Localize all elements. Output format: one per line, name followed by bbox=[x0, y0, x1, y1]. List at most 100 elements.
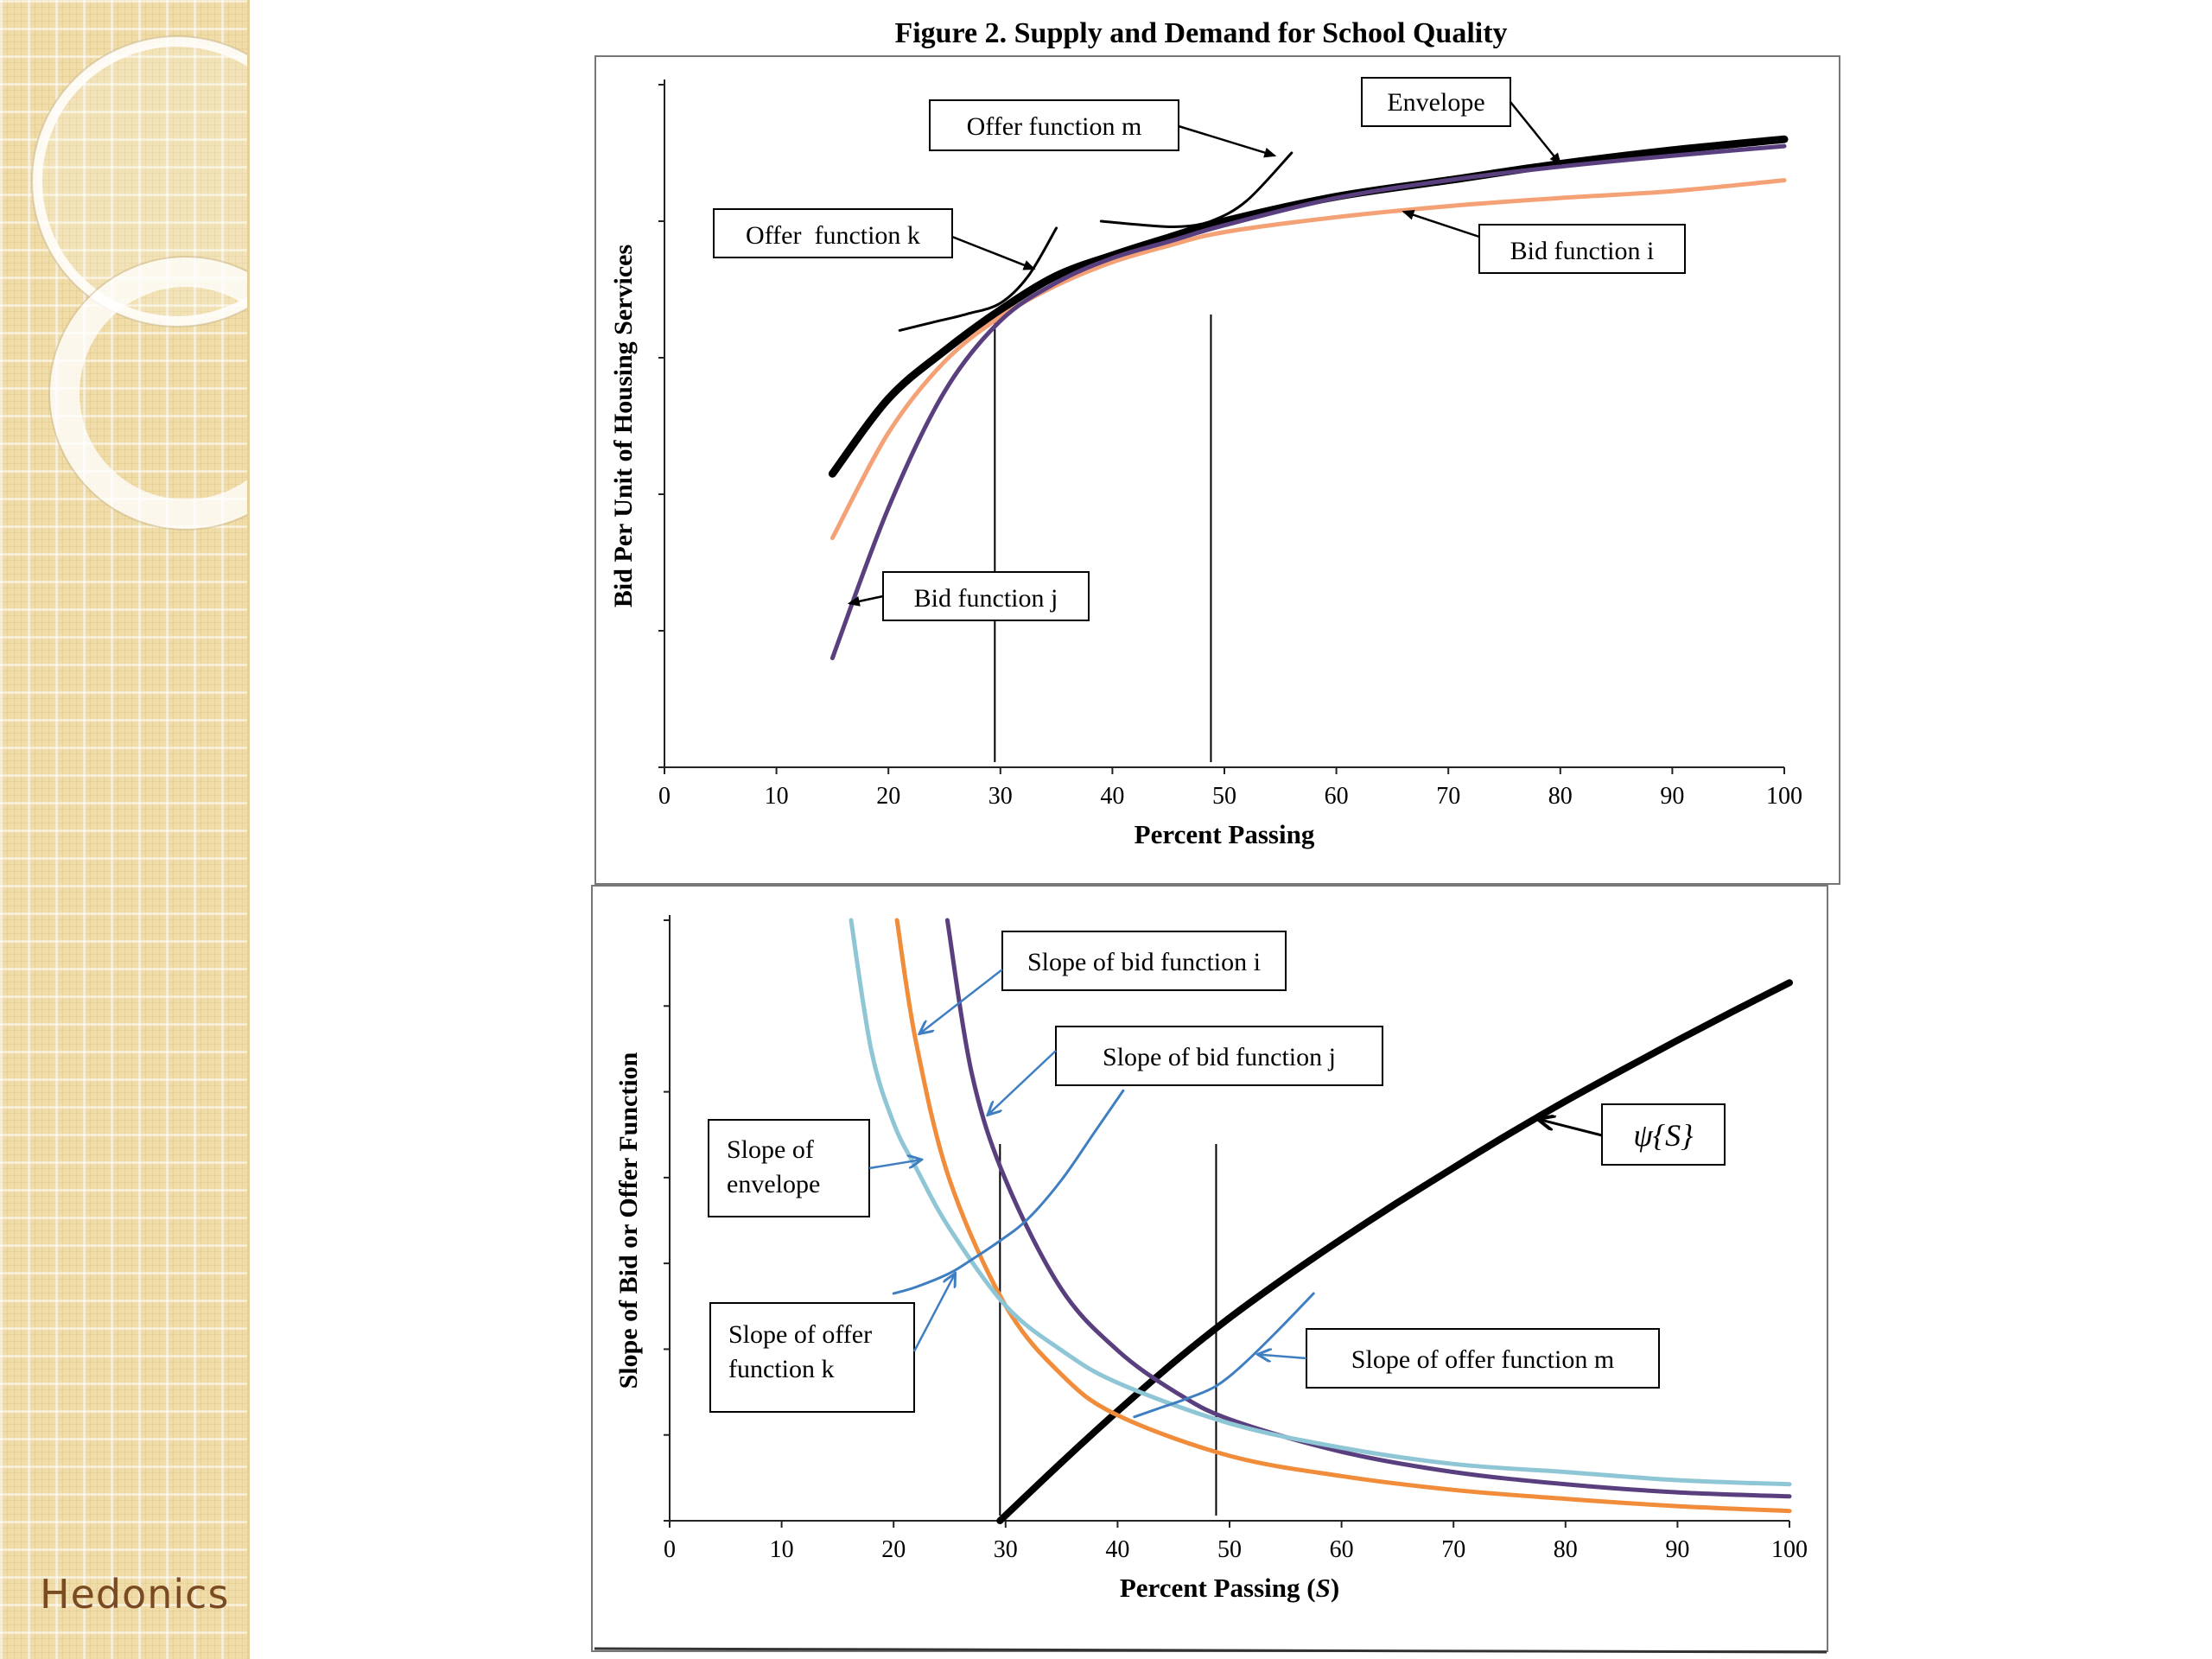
annotation-text: Offer function m bbox=[967, 112, 1142, 141]
annotation-envelope: Envelope bbox=[1361, 77, 1562, 166]
y-tick-marks bbox=[658, 84, 664, 768]
large-ring bbox=[32, 36, 247, 327]
annotation-text-line1: Slope of offer bbox=[728, 1320, 872, 1349]
x-axis-title: Percent Passing (S) bbox=[1120, 1573, 1339, 1603]
sidebar-decoration: Hedonics bbox=[0, 0, 250, 1659]
x-tick-label: 90 bbox=[1665, 1536, 1689, 1563]
y-axis-title: Bid Per Unit of Housing Services bbox=[609, 245, 638, 607]
x-tick-label: 40 bbox=[1105, 1536, 1129, 1563]
x-tick-label: 70 bbox=[1441, 1536, 1465, 1563]
annotation-arrow bbox=[868, 1160, 922, 1170]
x-tick-marks: 0 10 20 30 40 50 60 70 80 90 100 bbox=[658, 767, 1802, 810]
annotation-box bbox=[1055, 1026, 1383, 1086]
annotation-slope-bid-i: Slope of bid function i bbox=[919, 931, 1287, 1033]
annotation-box bbox=[1001, 931, 1287, 991]
x-tick-label: 90 bbox=[1660, 783, 1684, 810]
annotation-slope-offer-m: Slope of offer function m bbox=[1257, 1328, 1660, 1389]
annotation-arrow bbox=[847, 594, 884, 607]
annotation-box bbox=[1306, 1328, 1660, 1389]
series-line-offer-function-m bbox=[1099, 151, 1294, 229]
annotation-slope-bid-j: Slope of bid function j bbox=[988, 1026, 1383, 1115]
x-tick-label: 60 bbox=[1330, 1536, 1354, 1563]
x-tick-label: 100 bbox=[1771, 1536, 1808, 1563]
series-line-s bbox=[996, 979, 1793, 1524]
annotation-text: ψ{S} bbox=[1633, 1118, 1694, 1153]
annotation-arrow bbox=[912, 1274, 955, 1352]
y-axis-title: Slope of Bid or Offer Function bbox=[614, 1052, 643, 1389]
x-tick-label: 50 bbox=[1212, 783, 1236, 810]
annotation-slope-envelope: Slope of envelope bbox=[708, 1119, 922, 1217]
annotation-box bbox=[1601, 1103, 1726, 1166]
series-line-slope-of-bid-function-i bbox=[894, 918, 1792, 1514]
bottom-edge-line bbox=[594, 1647, 1827, 1654]
x-tick-label: 80 bbox=[1554, 1536, 1578, 1563]
x-axis-title-var: S bbox=[1316, 1573, 1331, 1603]
annotation-arrow bbox=[1178, 124, 1277, 158]
annotation-text: Slope of bid function i bbox=[1027, 948, 1261, 976]
annotation-text: Bid function j bbox=[914, 584, 1058, 613]
chart-bid-functions: 0 10 20 30 40 50 60 70 80 90 100 Percent Passing B… bbox=[594, 55, 1840, 885]
annotation-box bbox=[882, 571, 1090, 621]
annotation-arrow bbox=[1510, 101, 1562, 166]
x-tick-label: 40 bbox=[1100, 783, 1124, 810]
x-tick-label: 30 bbox=[988, 783, 1013, 810]
annotation-box bbox=[713, 208, 953, 258]
x-tick-label: 0 bbox=[658, 783, 671, 810]
x-tick-label: 10 bbox=[770, 1536, 794, 1563]
annotation-box bbox=[709, 1302, 915, 1413]
annotation-bid-function-j: Bid function j bbox=[847, 571, 1090, 621]
brand-label: Hedonics bbox=[40, 1571, 230, 1618]
annotation-psi: ψ{S} bbox=[1537, 1103, 1726, 1166]
series-line-slope-of-envelope bbox=[849, 918, 1792, 1487]
annotation-text: Offer function k bbox=[746, 221, 920, 250]
x-tick-label: 20 bbox=[881, 1536, 906, 1563]
series-line-slope-of-offer-function-m bbox=[1133, 1292, 1315, 1419]
x-tick-label: 50 bbox=[1217, 1536, 1242, 1563]
annotation-text: Bid function i bbox=[1510, 237, 1655, 265]
x-axis-title: Percent Passing bbox=[1135, 819, 1315, 849]
x-tick-label: 100 bbox=[1766, 783, 1802, 810]
annotation-arrow bbox=[951, 235, 1036, 270]
x-tick-label: 0 bbox=[664, 1536, 676, 1563]
annotation-text: Envelope bbox=[1387, 88, 1484, 117]
figure-title: Figure 2. Supply and Demand for School Q… bbox=[894, 17, 1508, 49]
reference-lines bbox=[994, 315, 1212, 762]
series-lines bbox=[828, 135, 1789, 661]
annotation-text: Slope of bid function j bbox=[1103, 1043, 1336, 1071]
annotation-slope-offer-k: Slope of offer function k bbox=[709, 1274, 955, 1413]
x-axis-title-main: Percent Passing ( bbox=[1120, 1573, 1316, 1603]
annotation-box bbox=[708, 1119, 870, 1217]
x-tick-marks: 0 10 20 30 40 50 60 70 80 90 100 bbox=[664, 1521, 1808, 1563]
annotation-arrow bbox=[1257, 1354, 1307, 1358]
annotation-text: Slope of offer function m bbox=[1351, 1345, 1614, 1374]
small-ring-outer-edge bbox=[48, 256, 247, 531]
x-tick-label: 20 bbox=[876, 783, 900, 810]
series-line-bid-function-j bbox=[830, 143, 1787, 661]
annotation-arrow bbox=[988, 1050, 1057, 1115]
series-line-slope-of-bid-function-j bbox=[944, 918, 1792, 1499]
annotation-arrow bbox=[1537, 1119, 1603, 1137]
x-tick-label: 30 bbox=[994, 1536, 1018, 1563]
series-line-envelope bbox=[828, 135, 1789, 478]
small-ring bbox=[50, 257, 247, 529]
large-ring-shadow bbox=[31, 35, 247, 327]
x-axis-title-tail: ) bbox=[1331, 1573, 1339, 1603]
annotation-box bbox=[1478, 224, 1686, 274]
chart-bottom-frame bbox=[591, 885, 1828, 1652]
annotation-text-line2: function k bbox=[728, 1355, 834, 1383]
annotation-text-line2: envelope bbox=[727, 1170, 820, 1198]
annotation-arrow bbox=[919, 969, 1003, 1033]
annotation-offer-function-m: Offer function m bbox=[929, 99, 1277, 158]
annotation-arrow bbox=[1402, 210, 1480, 238]
x-tick-label: 10 bbox=[765, 783, 789, 810]
x-tick-label: 60 bbox=[1325, 783, 1349, 810]
annotation-box bbox=[1361, 77, 1511, 127]
annotation-bid-function-i: Bid function i bbox=[1402, 210, 1686, 274]
x-tick-label: 70 bbox=[1436, 783, 1460, 810]
series-lines bbox=[849, 918, 1793, 1524]
y-tick-marks bbox=[664, 919, 670, 1522]
chart-slope-functions: 0 10 20 30 40 50 60 70 80 90 100 Percent Passing (… bbox=[591, 885, 1828, 1654]
chart-top-frame bbox=[594, 55, 1840, 885]
annotation-text-line1: Slope of bbox=[727, 1135, 814, 1164]
ring-ornaments bbox=[31, 35, 247, 531]
